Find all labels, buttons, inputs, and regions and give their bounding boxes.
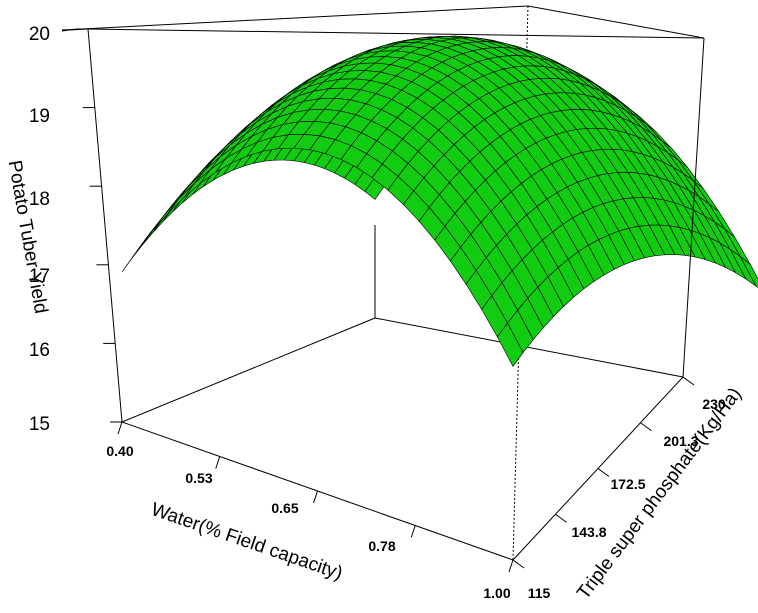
tick-marks (76, 28, 695, 573)
box-edge-top-back (61, 5, 529, 31)
x-tick-label: 0.53 (185, 470, 212, 486)
x-axis-label: Water(% Field capacity) (148, 499, 345, 584)
y-tick-label: 230 (702, 396, 726, 412)
x-tick-mark (508, 559, 514, 573)
box-edge-left-vertical (87, 28, 123, 423)
y-tick-mark (555, 513, 567, 523)
y-tick-label: 172.5 (610, 476, 645, 492)
x-tick-label: 0.40 (106, 443, 133, 459)
x-tick-mark (215, 456, 221, 469)
x-tick-label: 0.65 (271, 500, 298, 516)
y-axis-ticks: 115 143.8 172.5 201.3 230 (528, 396, 726, 601)
box-hidden-edges (121, 225, 684, 423)
z-tick-label: 16 (29, 340, 50, 361)
y-tick-mark (682, 376, 695, 386)
surface-facet (168, 182, 195, 213)
box-edge-back-left (121, 317, 376, 423)
z-tick-label: 15 (29, 414, 50, 435)
y-tick-mark (512, 559, 525, 569)
y-axis-label: Triple super phosphate(Kg/Ha) (573, 384, 746, 604)
z-axis-label: Potato Tuber Yield (4, 159, 52, 316)
y-tick-label: 115 (528, 585, 551, 601)
surface-facet (153, 198, 180, 231)
x-axis-ticks: 0.40 0.53 0.65 0.78 1.00 (106, 443, 510, 601)
surface-mesh (121, 35, 758, 367)
surface-facet (497, 322, 524, 367)
z-tick-label: 18 (29, 189, 50, 210)
y-tick-mark (640, 422, 652, 432)
y-tick-label: 201.3 (663, 433, 698, 449)
z-tick-label: 20 (29, 24, 50, 45)
x-tick-label: 1.00 (483, 585, 510, 601)
box-edge-top-right (527, 5, 705, 39)
z-tick-label: 17 (29, 266, 50, 287)
x-tick-mark (117, 421, 123, 435)
y-tick-mark (597, 468, 610, 477)
x-tick-mark (313, 490, 318, 504)
x-tick-label: 0.78 (368, 538, 395, 554)
box-edge-back-right (374, 317, 684, 378)
y-tick-label: 143.8 (571, 524, 606, 540)
x-tick-mark (410, 525, 416, 538)
z-tick-label: 19 (29, 106, 50, 127)
z-axis-ticks: 15 16 17 18 19 20 (29, 24, 50, 435)
box-edge-top-front (87, 28, 705, 39)
box-edge-right-vertical (682, 37, 705, 378)
